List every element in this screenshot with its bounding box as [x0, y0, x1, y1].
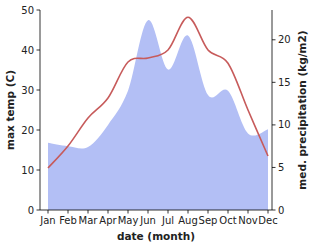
- plot-area: [48, 17, 268, 210]
- precip-area: [48, 20, 268, 210]
- temp-line: [48, 17, 268, 168]
- x-tick-label: Aug: [178, 215, 198, 226]
- x-tick: [208, 210, 209, 214]
- x-axis: [40, 210, 272, 211]
- y2-tick: [272, 82, 276, 83]
- y2-tick-label: 15: [278, 77, 291, 88]
- x-tick: [108, 210, 109, 214]
- x-tick-label: May: [118, 215, 139, 226]
- y2-axis-label: med. precipitation (kg/m2): [296, 30, 308, 189]
- y2-tick: [272, 167, 276, 168]
- x-tick: [88, 210, 89, 214]
- x-tick: [168, 210, 169, 214]
- x-tick-label: Apr: [99, 215, 117, 226]
- chart: 0 10 20 30 40 50 0 5 10 15 20 Jan FebMarAprMayJun Jul…: [0, 0, 318, 247]
- y2-tick-label: 0: [278, 205, 284, 216]
- x-tick-label: Mar: [79, 215, 99, 226]
- x-tick-label: Jul: [161, 215, 174, 226]
- x-tick: [268, 210, 269, 214]
- x-tick-label: Sep: [199, 215, 218, 226]
- y-tick-label: 20: [21, 125, 34, 136]
- x-tick: [148, 210, 149, 214]
- y-tick-label: 40: [21, 45, 34, 56]
- x-tick-label: Dec: [258, 215, 277, 226]
- y-tick-label: 10: [21, 165, 34, 176]
- y-tick-label: 30: [21, 85, 34, 96]
- y-tick-label: 0: [28, 205, 34, 216]
- x-tick: [248, 210, 249, 214]
- x-tick: [48, 210, 49, 214]
- y2-tick-label: 20: [278, 34, 291, 45]
- y2-tick: [272, 39, 276, 40]
- x-axis-label: date (month): [117, 230, 195, 242]
- y2-tick: [272, 124, 276, 125]
- y2-tick-label: 5: [278, 162, 284, 173]
- y-tick: [37, 50, 41, 51]
- y-axis-label: max temp (C): [4, 70, 16, 150]
- x-tick-label: Feb: [59, 215, 77, 226]
- y-tick: [37, 170, 41, 171]
- y-tick: [37, 90, 41, 91]
- x-tick: [188, 210, 189, 214]
- x-tick: [68, 210, 69, 214]
- y-axis: [40, 10, 41, 210]
- x-tick-label: Nov: [238, 215, 258, 226]
- x-tick: [128, 210, 129, 214]
- x-tick-label: Jan: [39, 215, 55, 226]
- y-tick: [37, 10, 41, 11]
- x-tick: [228, 210, 229, 214]
- y-tick: [37, 210, 41, 211]
- x-tick-label: Jun: [139, 215, 156, 226]
- y-tick: [37, 130, 41, 131]
- x-tick-label: Oct: [219, 215, 236, 226]
- y2-tick: [272, 210, 276, 211]
- y-tick-label: 50: [21, 5, 34, 16]
- y2-tick-label: 10: [278, 119, 291, 130]
